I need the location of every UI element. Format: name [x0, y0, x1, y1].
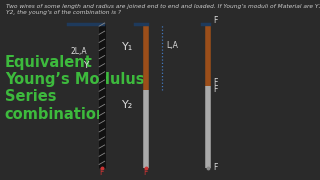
Text: F: F — [213, 163, 217, 172]
Text: F: F — [144, 168, 148, 177]
Text: Two wires of some length and radius are joined end to end and loaded. If Young’s: Two wires of some length and radius are … — [6, 4, 320, 15]
Text: Y₁: Y₁ — [122, 42, 133, 52]
Text: F: F — [213, 16, 217, 25]
Text: Y: Y — [84, 61, 89, 70]
Text: F: F — [213, 85, 217, 94]
Text: Y₂: Y₂ — [122, 100, 133, 110]
Text: Equivalent
Young’s Modulus
Series
combination: Equivalent Young’s Modulus Series combin… — [5, 55, 144, 122]
Text: F: F — [213, 78, 217, 87]
Text: 2L,A: 2L,A — [71, 46, 87, 55]
Text: F: F — [100, 168, 104, 177]
Text: L,A: L,A — [167, 41, 179, 50]
